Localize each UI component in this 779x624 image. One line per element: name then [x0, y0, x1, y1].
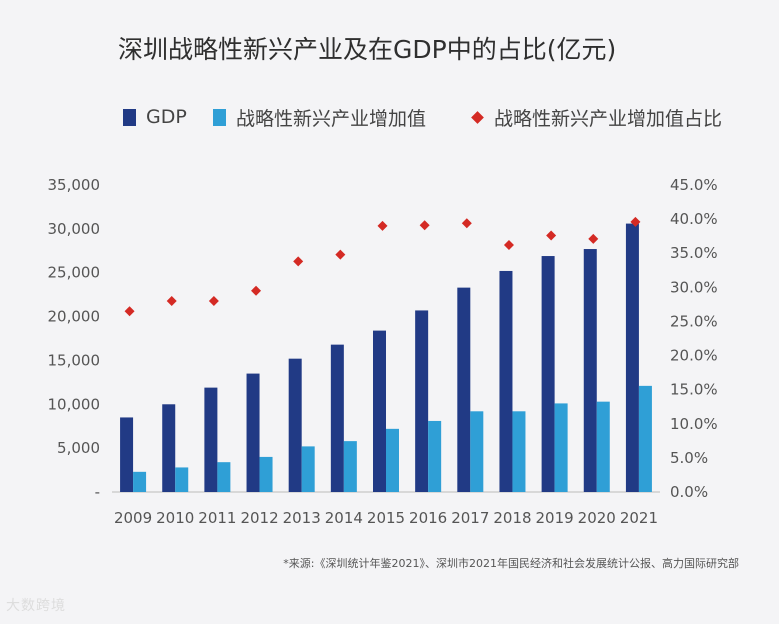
- bar-strategic-value: [217, 462, 231, 492]
- legend-label-strategic-share: 战略性新兴产业增加值占比: [494, 107, 723, 130]
- bar-strategic-value: [512, 411, 526, 492]
- legend-label-strategic-value: 战略性新兴产业增加值: [236, 107, 427, 130]
- y-right-tick-label: 35.0%: [670, 244, 718, 262]
- bar-gdp: [373, 330, 386, 492]
- bar-strategic-value: [259, 456, 273, 492]
- legend-item-strategic-value: 战略性新兴产业增加值: [213, 102, 426, 132]
- bar-gdp: [457, 287, 471, 492]
- y-right-tick-label: 5.0%: [670, 449, 708, 467]
- bar-strategic-value: [386, 428, 399, 492]
- x-tick-label: 2009: [114, 509, 152, 527]
- source-note: *来源:《深圳统计年鉴2021》、深圳市2021年国民经济和社会发展统计公报、高…: [283, 557, 739, 570]
- y-right-tick-label: 10.0%: [670, 415, 718, 433]
- y-right-tick-label: 40.0%: [670, 210, 718, 228]
- chart-title: 深圳战略性新兴产业及在GDP中的占比(亿元): [118, 35, 617, 64]
- point-strategic-share: [588, 233, 599, 244]
- bar-strategic-value: [175, 467, 189, 492]
- y-right-tick-label: 15.0%: [670, 381, 718, 399]
- bar-gdp: [625, 223, 639, 492]
- bar-strategic-value: [596, 401, 610, 492]
- x-tick-label: 2011: [198, 509, 236, 527]
- x-tick-label: 2019: [536, 509, 574, 527]
- x-tick-label: 2018: [493, 509, 531, 527]
- bar-gdp: [499, 270, 513, 492]
- point-strategic-share: [124, 306, 135, 317]
- bar-strategic-value: [638, 385, 652, 492]
- bar-gdp: [120, 417, 134, 492]
- x-tick-label: 2016: [409, 509, 447, 527]
- y-right-tick-label: 0.0%: [670, 483, 708, 501]
- legend-item-strategic-share: 战略性新兴产业增加值占比: [470, 102, 722, 132]
- y-left-tick-label: 10,000: [48, 395, 101, 413]
- x-tick-label: 2015: [367, 509, 405, 527]
- bar-gdp: [246, 373, 260, 492]
- y-left-tick-label: 35,000: [48, 176, 101, 194]
- y-left-tick-label: 5,000: [57, 439, 100, 457]
- x-tick-label: 2014: [325, 509, 363, 527]
- bar-strategic-value: [343, 441, 357, 492]
- point-strategic-share: [208, 295, 219, 306]
- point-strategic-share: [503, 240, 514, 251]
- bar-strategic-value: [470, 411, 484, 492]
- bar-gdp: [541, 256, 555, 492]
- point-strategic-share: [335, 249, 346, 260]
- bar-gdp: [330, 344, 344, 492]
- watermark: 大数跨境: [6, 598, 66, 614]
- y-right-tick-label: 25.0%: [670, 312, 718, 330]
- x-tick-label: 2012: [240, 509, 278, 527]
- point-strategic-share: [630, 216, 641, 227]
- y-right-tick-label: 45.0%: [670, 176, 718, 194]
- legend-swatch-gdp: [123, 108, 136, 126]
- bar-gdp: [415, 310, 429, 492]
- legend-label-gdp: GDP: [146, 106, 187, 128]
- x-tick-label: 2021: [620, 509, 658, 527]
- bar-gdp: [162, 404, 176, 492]
- point-strategic-share: [251, 285, 262, 296]
- point-strategic-share: [461, 218, 472, 229]
- x-tick-label: 2010: [156, 509, 194, 527]
- point-strategic-share: [377, 220, 388, 231]
- y-left-tick-label: -: [95, 483, 100, 501]
- bar-strategic-value: [301, 446, 315, 492]
- bar-strategic-value: [428, 420, 442, 492]
- bar-gdp: [204, 387, 218, 492]
- bar-strategic-value: [133, 471, 147, 492]
- x-tick-label: 2020: [578, 509, 616, 527]
- y-left-tick-label: 15,000: [48, 351, 101, 369]
- x-tick-label: 2017: [451, 509, 489, 527]
- y-left-tick-label: 20,000: [48, 308, 101, 326]
- y-right-tick-label: 30.0%: [670, 278, 718, 296]
- legend-item-gdp: GDP: [123, 102, 187, 132]
- point-strategic-share: [546, 230, 557, 241]
- bar-strategic-value: [554, 403, 568, 492]
- x-tick-label: 2013: [283, 509, 321, 527]
- y-left-tick-label: 30,000: [48, 220, 101, 238]
- y-left-tick-label: 25,000: [48, 264, 101, 282]
- y-right-tick-label: 20.0%: [670, 347, 718, 365]
- bar-gdp: [583, 249, 597, 492]
- point-strategic-share: [419, 220, 430, 231]
- legend-swatch-strategic-value: [213, 108, 226, 126]
- point-strategic-share: [166, 295, 177, 306]
- point-strategic-share: [293, 256, 304, 267]
- bar-gdp: [288, 358, 302, 492]
